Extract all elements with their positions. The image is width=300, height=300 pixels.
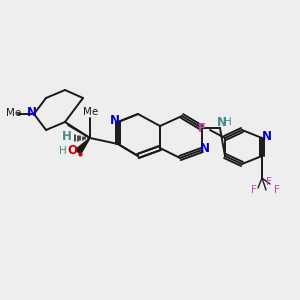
Text: N: N	[262, 130, 272, 143]
Text: H: H	[224, 117, 232, 127]
Text: H: H	[59, 146, 67, 156]
Text: N: N	[110, 115, 120, 128]
Text: N: N	[217, 116, 227, 128]
Polygon shape	[75, 138, 90, 154]
Text: N: N	[27, 106, 37, 119]
Text: F: F	[251, 185, 257, 195]
Text: H: H	[62, 130, 72, 143]
Text: Me: Me	[83, 107, 99, 117]
Text: F: F	[266, 177, 272, 187]
Text: F: F	[198, 122, 206, 136]
Text: Me: Me	[6, 108, 22, 118]
Text: F: F	[274, 185, 280, 195]
Text: N: N	[200, 142, 210, 155]
Text: O: O	[67, 143, 77, 157]
